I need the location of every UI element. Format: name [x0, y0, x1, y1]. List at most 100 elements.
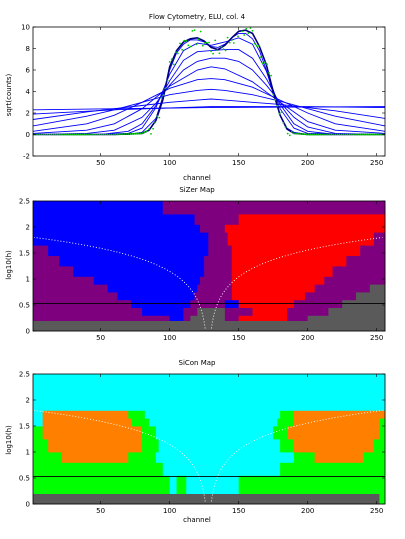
data-point — [85, 133, 88, 136]
map-cell-green — [33, 452, 63, 463]
y-tick-label: 1 — [26, 449, 30, 457]
map-cell-purple — [286, 315, 309, 321]
map-cell-blue — [169, 315, 184, 321]
plot-frame — [32, 373, 386, 505]
map-cell-green — [379, 418, 386, 427]
map-cell-purple — [373, 232, 386, 246]
data-point — [334, 133, 337, 136]
map-cell-red — [231, 284, 315, 293]
data-point — [137, 132, 140, 135]
map-cell-red — [238, 214, 386, 225]
data-point — [92, 133, 94, 136]
map-cell-green — [33, 439, 49, 453]
map-cell-purple — [208, 245, 233, 256]
data-point — [230, 39, 233, 42]
data-point — [143, 131, 146, 134]
data-point — [112, 133, 115, 136]
data-point — [106, 133, 109, 136]
map-cell-blue — [131, 299, 191, 308]
map-cell-purple — [33, 307, 143, 316]
map-cell-green — [379, 493, 386, 505]
map-cell-purple — [293, 299, 343, 308]
map-cell-purple — [204, 266, 233, 277]
data-point — [340, 133, 343, 136]
map-cell-blue — [33, 232, 209, 246]
map-cell-orange — [42, 418, 132, 427]
map-cell-blue — [33, 201, 164, 215]
line-plot-area: 50 100 150 200 250 -2 0 2 4 6 8 10 — [21, 24, 386, 167]
sizer-plot-area: 50 100 150 200 250 0 0.5 1 1.5 2 2.5 — [19, 198, 386, 342]
y-tick-label: 4 — [26, 88, 31, 96]
map-cell-orange — [61, 452, 129, 463]
data-point — [48, 133, 51, 136]
y-tick-label: 0 — [26, 501, 30, 509]
y-tick-label: 6 — [26, 67, 31, 75]
map-cell-green — [293, 452, 315, 463]
data-point — [344, 133, 347, 136]
map-cell-purple — [200, 224, 226, 233]
data-point — [232, 42, 235, 44]
data-point — [69, 133, 72, 136]
map-cell-cyan — [162, 462, 281, 476]
data-point — [272, 93, 275, 96]
data-point — [247, 32, 250, 35]
map-cell-orange — [42, 426, 143, 440]
data-point — [243, 34, 246, 36]
map-cell-cyan — [194, 475, 240, 494]
data-point — [133, 132, 136, 135]
map-cell-purple — [33, 315, 171, 321]
window-width-curve-left — [34, 236, 206, 329]
data-point — [162, 94, 165, 97]
sicon-map-title: SiCon Map — [179, 359, 217, 367]
x-tick-label: 200 — [301, 159, 314, 167]
data-point — [299, 133, 301, 135]
map-cell-green — [307, 475, 386, 494]
data-point — [276, 104, 279, 107]
data-point — [191, 30, 194, 32]
sizer-map-title: SiZer Map — [179, 186, 215, 194]
data-point — [319, 133, 322, 136]
data-point — [135, 132, 138, 135]
data-point — [280, 111, 283, 113]
data-point — [193, 29, 196, 31]
y-tick-label: 2.5 — [19, 198, 30, 206]
map-cell-blue — [117, 292, 195, 301]
data-point — [264, 61, 266, 64]
data-point — [342, 133, 345, 136]
map-cell-green — [373, 439, 386, 453]
data-point — [338, 133, 341, 136]
data-point — [185, 40, 188, 42]
window-width-curve-right — [210, 236, 383, 329]
map-cell-cyan — [169, 475, 177, 494]
x-tick-label: 50 — [96, 159, 105, 167]
data-point — [119, 133, 121, 136]
data-point — [170, 58, 173, 61]
line-panel: Flow Cytometry, ELU, col. 4 channel sqrt… — [5, 13, 386, 182]
map-cell-gray — [307, 315, 386, 321]
data-point — [332, 133, 335, 136]
x-tick-label: 250 — [370, 334, 383, 342]
map-cell-orange — [314, 452, 364, 463]
map-cell-purple — [33, 245, 49, 256]
data-point — [90, 133, 92, 136]
map-cell-cyan — [158, 439, 281, 453]
map-cell-red — [231, 292, 306, 301]
data-point — [317, 133, 320, 136]
map-cell-red — [238, 315, 288, 321]
data-point — [255, 45, 258, 47]
map-cell-orange — [293, 418, 380, 427]
map-cell-green — [142, 426, 157, 440]
data-point — [96, 133, 99, 136]
data-point — [50, 133, 53, 136]
data-point — [324, 133, 326, 136]
map-cell-gray — [369, 284, 386, 293]
data-point — [61, 133, 63, 136]
map-cell-purple — [183, 307, 198, 316]
data-point — [311, 133, 314, 136]
data-point — [42, 133, 45, 136]
x-tick-label: 150 — [232, 507, 245, 515]
data-point — [75, 133, 78, 136]
data-point — [365, 133, 368, 136]
data-point — [268, 71, 270, 74]
data-point — [371, 133, 374, 136]
